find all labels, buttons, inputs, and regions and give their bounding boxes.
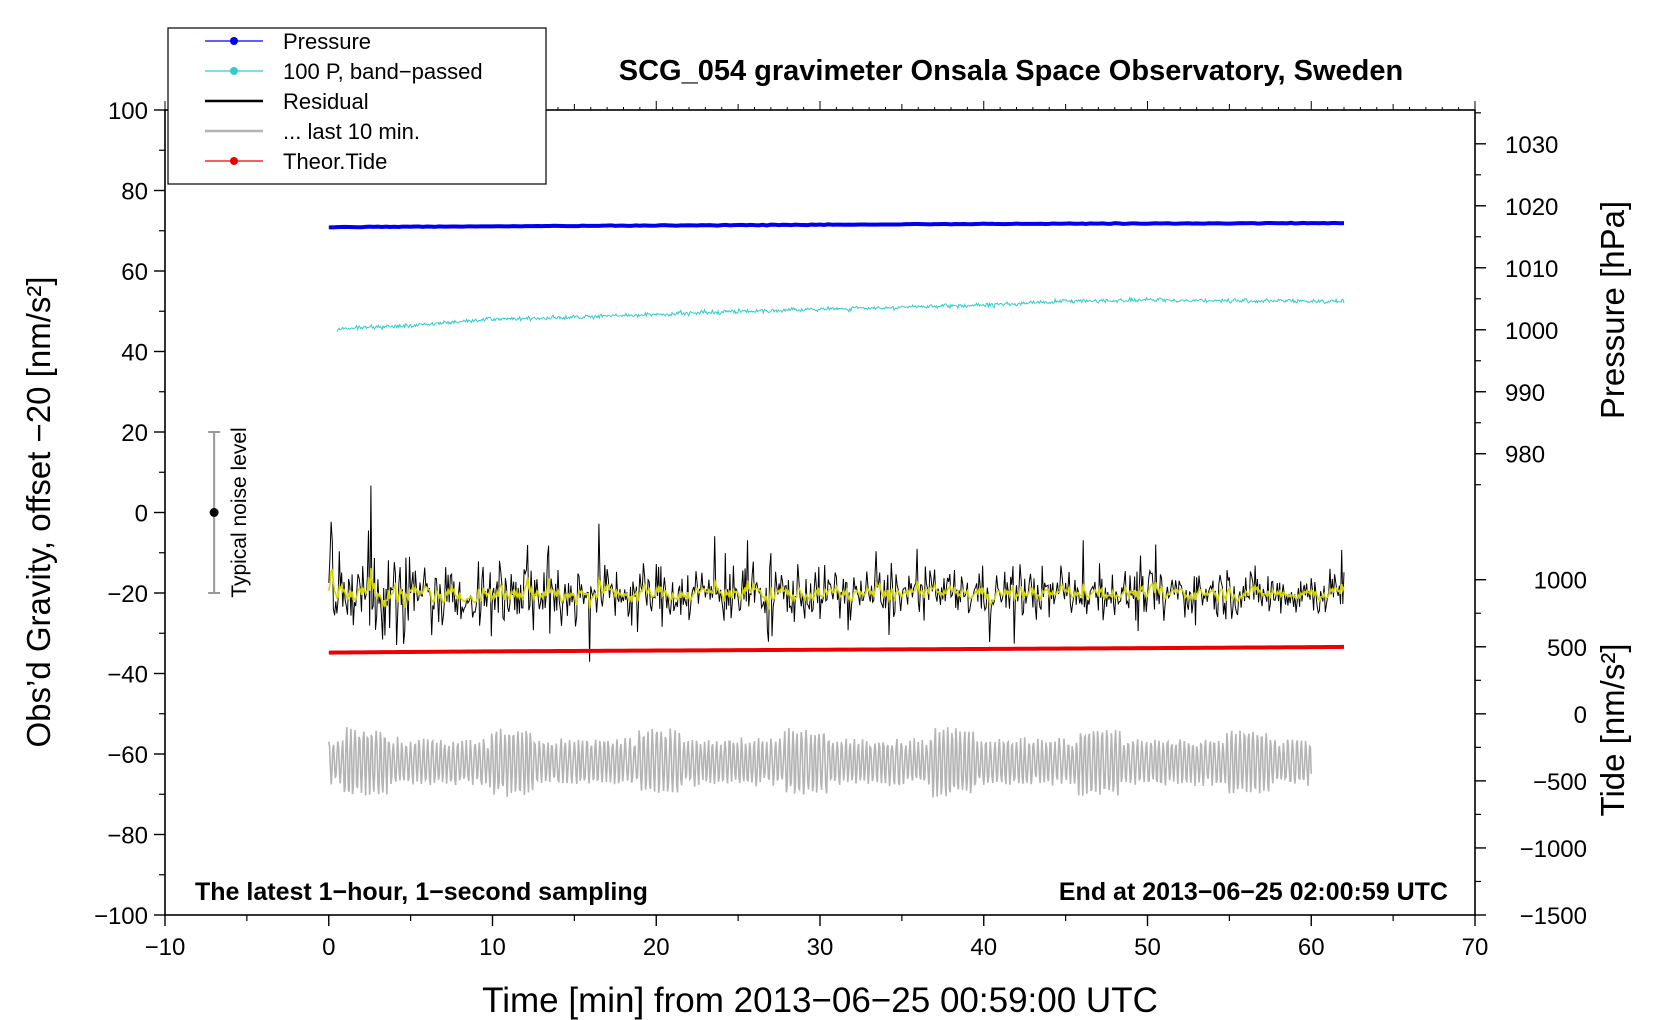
series-band-passed bbox=[336, 296, 1345, 333]
y-axis-label-gravity: Obs’d Gravity, offset −20 [nm/s²] bbox=[20, 276, 57, 747]
x-axis-label: Time [min] from 2013−06−25 00:59:00 UTC bbox=[482, 981, 1158, 1020]
y-tick-label: 100 bbox=[108, 98, 148, 125]
y-tick-label: −80 bbox=[107, 823, 148, 850]
tide-tick-label: 1000 bbox=[1534, 568, 1587, 595]
x-tick-label: 10 bbox=[479, 934, 506, 961]
legend-label: ... last 10 min. bbox=[283, 119, 420, 144]
y-tick-label: −60 bbox=[107, 742, 148, 769]
chart-title: SCG_054 gravimeter Onsala Space Observat… bbox=[619, 55, 1403, 87]
tide-tick-label: −500 bbox=[1533, 769, 1587, 796]
legend-label: Residual bbox=[283, 89, 369, 114]
y-axis-label-tide: Tide [nm/s²] bbox=[1594, 644, 1631, 817]
series-last-10-min bbox=[328, 727, 1312, 798]
legend-swatch-marker bbox=[230, 37, 238, 45]
pressure-tick-label: 990 bbox=[1505, 380, 1545, 407]
legend: Pressure 100 P, band−passed Residual ... la… bbox=[167, 27, 547, 185]
pressure-tick-label: 1000 bbox=[1505, 318, 1558, 345]
tide-tick-label: 0 bbox=[1574, 702, 1587, 729]
x-tick-label: 30 bbox=[807, 934, 834, 961]
legend-box bbox=[167, 27, 547, 185]
y-tick-label: 40 bbox=[121, 340, 148, 367]
y-tick-label: 60 bbox=[121, 259, 148, 286]
x-tick-label: 50 bbox=[1134, 934, 1161, 961]
tide-tick-label: −1500 bbox=[1520, 903, 1587, 930]
noise-bar-center-dot bbox=[209, 508, 219, 517]
legend-label: Theor.Tide bbox=[283, 149, 387, 174]
y-tick-label: 20 bbox=[121, 420, 148, 447]
legend-label: Pressure bbox=[283, 29, 371, 54]
y-axis-label-pressure: Pressure [hPa] bbox=[1594, 201, 1631, 419]
noise-level-indicator: Typical noise level bbox=[208, 427, 251, 598]
tide-tick-label: 500 bbox=[1547, 635, 1587, 662]
series-residual-smoothed bbox=[328, 567, 1345, 610]
annotation-end-time: End at 2013−06−25 02:00:59 UTC bbox=[1059, 878, 1448, 906]
series-layer bbox=[328, 220, 1345, 798]
x-tick-label: 40 bbox=[970, 934, 997, 961]
legend-label: 100 P, band−passed bbox=[283, 59, 483, 84]
y-tick-label: −20 bbox=[107, 581, 148, 608]
series-pressure bbox=[328, 220, 1345, 230]
x-tick-label: 20 bbox=[643, 934, 670, 961]
legend-swatch-marker bbox=[230, 67, 238, 75]
pressure-tick-label: 1020 bbox=[1505, 194, 1558, 221]
x-tick-label: 0 bbox=[322, 934, 335, 961]
tide-tick-label: −1000 bbox=[1520, 836, 1587, 863]
x-tick-label: 70 bbox=[1462, 934, 1489, 961]
pressure-tick-label: 980 bbox=[1505, 442, 1545, 469]
y-tick-label: 0 bbox=[135, 501, 148, 528]
noise-level-label: Typical noise level bbox=[228, 427, 251, 597]
annotation-sampling: The latest 1−hour, 1−second sampling bbox=[195, 878, 648, 906]
legend-swatch-marker bbox=[230, 157, 238, 165]
x-tick-label: 60 bbox=[1298, 934, 1325, 961]
pressure-tick-label: 1010 bbox=[1505, 256, 1558, 283]
pressure-tick-label: 1030 bbox=[1505, 132, 1558, 159]
y-tick-label: −100 bbox=[94, 903, 148, 930]
series-theor-tide bbox=[328, 644, 1345, 655]
axes-layer: −10 0 10 20 30 40 50 60 70100806040200−20−40−60−… bbox=[94, 98, 1587, 961]
x-tick-label: −10 bbox=[145, 934, 186, 961]
y-tick-label: 80 bbox=[121, 179, 148, 206]
y-tick-label: −40 bbox=[107, 662, 148, 689]
